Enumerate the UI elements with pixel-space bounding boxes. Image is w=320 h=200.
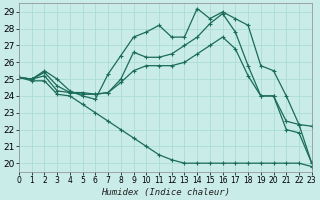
X-axis label: Humidex (Indice chaleur): Humidex (Indice chaleur)	[101, 188, 230, 197]
